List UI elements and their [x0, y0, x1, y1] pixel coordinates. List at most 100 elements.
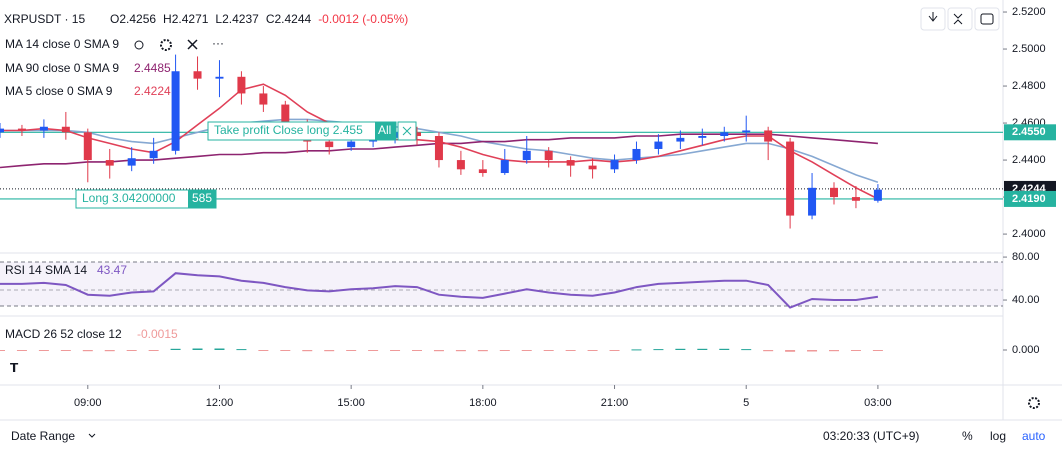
macd-bar [280, 350, 291, 351]
macd-tick-label: 0.000 [1012, 344, 1040, 356]
macd-bar [104, 350, 115, 352]
order-label[interactable]: Long 3.04200000 [82, 191, 176, 205]
auto-toggle[interactable]: auto [1022, 429, 1046, 443]
macd-bar [763, 350, 774, 352]
macd-bar [302, 350, 313, 352]
candle-body [478, 169, 487, 174]
macd-bar [521, 350, 532, 351]
log-toggle[interactable]: log [990, 429, 1006, 443]
macd-bar [412, 350, 423, 351]
macd-bar [38, 350, 49, 351]
more-icon[interactable]: ··· [212, 36, 224, 50]
y-tick-label: 2.4800 [1012, 80, 1046, 92]
indicator-value: -0.0015 [137, 327, 178, 341]
percent-toggle[interactable]: % [962, 429, 973, 443]
price-label-bg [1004, 190, 1056, 207]
eye-icon[interactable] [134, 40, 144, 50]
candle-body [434, 136, 443, 161]
macd-bar [697, 348, 708, 350]
snapshot-icon [980, 13, 994, 25]
macd-bar [170, 348, 181, 350]
candle-body [851, 197, 860, 201]
macd-bar [785, 350, 796, 352]
candle-body [566, 160, 575, 166]
rsi-tick-label: 80.00 [1012, 251, 1040, 263]
candle-body [0, 128, 4, 133]
rsi-tick-label: 40.00 [1012, 294, 1040, 306]
macd-bar [433, 350, 444, 352]
macd-bar [543, 350, 554, 351]
macd-bar [631, 349, 642, 351]
date-range[interactable]: Date Range [11, 429, 75, 443]
macd-bar [850, 350, 861, 351]
candle-body [500, 160, 509, 174]
price-label-bg [1004, 124, 1056, 141]
x-tick-label: 09:00 [74, 397, 102, 409]
macd-bar [60, 350, 71, 351]
macd-bar [192, 348, 203, 350]
fullscreen-button[interactable] [947, 7, 973, 31]
candle-body [215, 76, 224, 79]
macd-bar [477, 350, 488, 352]
order-take-profit[interactable]: Take profit Close long 2.455 All [207, 121, 417, 141]
close-icon [402, 126, 412, 136]
candle-body [61, 126, 70, 133]
macd-bar [807, 350, 818, 352]
macd-bar [214, 348, 225, 350]
indicator-icons[interactable]: ··· [134, 36, 224, 51]
candle-body [720, 132, 729, 137]
indicator-value: 2.4224 [134, 84, 171, 98]
macd-bar [587, 350, 598, 351]
settings-icon[interactable] [160, 39, 172, 51]
candle-body [588, 165, 597, 170]
price-label: 2.4550 [1012, 126, 1046, 138]
rsi-band [0, 262, 1003, 306]
indicator-label: MA 90 close 0 SMA 9 [5, 61, 119, 75]
candle-body [698, 136, 707, 138]
candle-body [325, 141, 334, 148]
macd-bar [719, 348, 730, 350]
order-button[interactable] [375, 122, 396, 140]
candle-body [764, 130, 773, 142]
macd-bar [455, 350, 466, 352]
order-long[interactable]: Long 3.04200000 585 [75, 189, 217, 209]
macd-bar [499, 350, 510, 351]
quote-value: C2.4244 [266, 12, 312, 26]
candle-body [808, 187, 817, 216]
candle-body [105, 160, 114, 166]
macd-bar [82, 350, 93, 352]
order-qty: 585 [192, 191, 212, 205]
quote-value: H2.4271 [163, 12, 209, 26]
snapshot-button[interactable] [974, 7, 1000, 31]
candle-body [127, 158, 136, 166]
order-button-label[interactable]: All [378, 123, 391, 137]
candle-body [632, 148, 641, 161]
x-tick-label: 18:00 [469, 397, 497, 409]
macd-bar [675, 348, 686, 350]
macd-bar [653, 349, 664, 351]
quote-value: O2.4256 [110, 12, 156, 26]
candle-body [786, 141, 795, 216]
axis-settings[interactable] [1028, 397, 1040, 409]
macd-bar [346, 350, 357, 351]
macd-bar [16, 350, 27, 351]
expand-icon [953, 13, 963, 25]
remove-icon[interactable] [187, 39, 198, 50]
candle-body [654, 141, 663, 149]
candle-body [544, 150, 553, 161]
macd-bar [741, 349, 752, 351]
x-tick-label: 5 [743, 397, 749, 409]
top-buttons[interactable] [920, 7, 1000, 31]
x-tick-label: 15:00 [337, 397, 365, 409]
indicator-value: 43.47 [97, 263, 127, 277]
indicator-label: MACD 26 52 close 12 [5, 327, 122, 341]
candle-body [149, 150, 158, 159]
candle-body [83, 132, 92, 161]
quote-value: -0.0012 (-0.05%) [318, 12, 408, 26]
candle-body [522, 150, 531, 161]
indicator-value: 2.4485 [134, 61, 171, 75]
candle-body [873, 189, 882, 201]
macd-bar [324, 350, 335, 352]
order-label[interactable]: Take profit Close long 2.455 [214, 123, 363, 137]
dropdown-icon [88, 433, 96, 438]
